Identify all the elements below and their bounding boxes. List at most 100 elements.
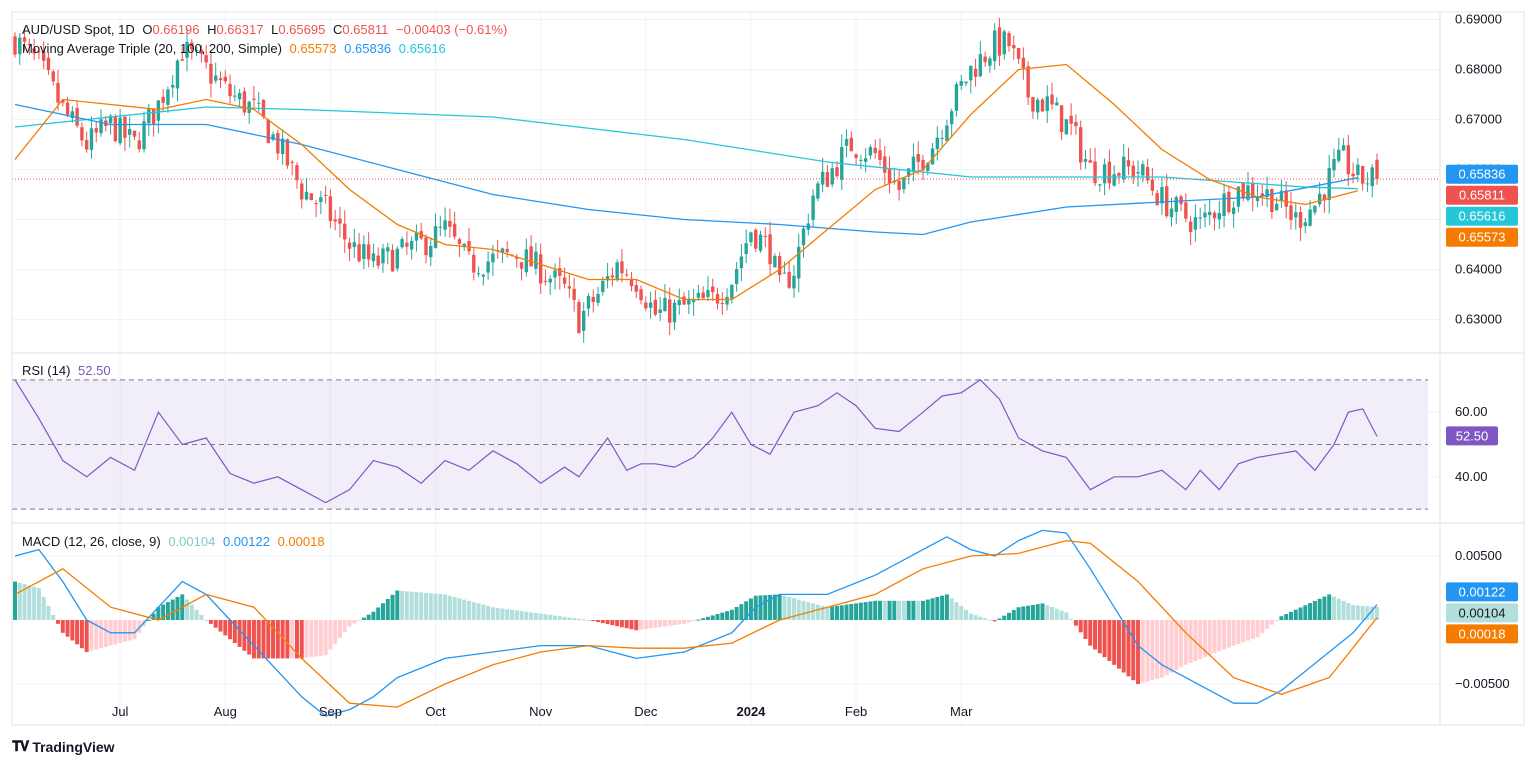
macd-histogram-bar [75, 620, 80, 645]
x-tick-label: Oct [425, 704, 446, 719]
macd-tag-label: 0.00104 [1459, 605, 1506, 620]
candle-body [75, 108, 79, 126]
macd-histogram-bar [443, 594, 448, 621]
candle-body [1174, 197, 1178, 212]
candle-body [171, 84, 175, 88]
x-tick-label: Aug [214, 704, 237, 719]
candle-body [376, 255, 380, 266]
macd-histogram-bar [682, 620, 687, 624]
macd-histogram-bar [653, 620, 658, 628]
macd-histogram-bar [1284, 614, 1289, 621]
macd-histogram-bar [992, 620, 997, 622]
candle-body [572, 288, 576, 301]
candle-body [988, 58, 992, 66]
change-value: −0.00403 (−0.61%) [396, 22, 508, 37]
macd-histogram-bar [782, 595, 787, 621]
candle-body [1079, 127, 1083, 163]
candle-body [161, 96, 165, 103]
macd-histogram-bar [949, 598, 954, 621]
macd-histogram-bar [1279, 616, 1284, 621]
rsi-pane [12, 379, 1428, 510]
macd-histogram-bar [1073, 620, 1078, 626]
macd-tag [1446, 582, 1518, 602]
macd-histogram-bar [285, 620, 290, 659]
candle-body [562, 277, 567, 284]
macd-histogram-bar [624, 620, 629, 629]
macd-histogram-bar [1179, 620, 1184, 668]
macd-histogram-bar [137, 620, 142, 633]
candle-body [605, 276, 610, 281]
candle-body [1327, 168, 1331, 201]
candle-body [543, 280, 548, 282]
macd-histogram-bar [237, 620, 242, 647]
candle-body [725, 296, 729, 305]
macd-histogram-bar [562, 616, 567, 621]
brand[interactable]: 𝐓𝐕 TradingView [12, 738, 115, 755]
candle-body [1346, 145, 1351, 175]
candle-body [400, 239, 404, 248]
candle-body [1289, 205, 1293, 220]
macd-histogram-bar [1183, 620, 1188, 665]
macd-histogram-bar [1212, 620, 1217, 654]
candle-body [883, 156, 887, 173]
macd-histogram-bar [576, 618, 581, 621]
macd-histogram-bar [572, 618, 577, 621]
macd-histogram-bar [199, 614, 204, 621]
candle-body [1012, 45, 1016, 49]
candle-body [1122, 156, 1126, 180]
candle-body [438, 226, 443, 228]
macd-histogram-bar [423, 592, 428, 621]
candle-body [596, 293, 600, 303]
candle-body [500, 248, 505, 253]
candle-body [429, 245, 433, 258]
macd-histogram-bar [127, 620, 132, 641]
macd-histogram-bar [261, 620, 266, 659]
candle-body [711, 286, 715, 293]
macd-histogram-bar [213, 620, 218, 628]
macd-histogram-bar [600, 620, 605, 624]
candle-body [820, 171, 825, 185]
candle-body [629, 278, 634, 287]
macd-histogram-bar [490, 607, 495, 621]
macd-histogram-bar [151, 613, 156, 621]
candle-body [534, 251, 538, 269]
macd-histogram-bar [94, 620, 99, 650]
macd-histogram-bar [964, 609, 969, 621]
candle-body [1198, 217, 1202, 219]
macd-histogram-bar [1336, 598, 1341, 621]
macd-histogram-bar [481, 604, 486, 621]
macd-histogram-bar [347, 620, 352, 627]
rsi-band-fill [12, 379, 1428, 510]
rsi-tag-label: 52.50 [1456, 428, 1489, 443]
macd-value: 0.00122 [222, 534, 270, 549]
macd-histogram-bar [185, 599, 190, 621]
candle-body [113, 116, 118, 142]
macd-histogram-bar [500, 608, 505, 621]
macd-histogram-bar [658, 620, 663, 628]
macd-histogram-bar [1045, 605, 1050, 621]
candle-body [1026, 66, 1030, 98]
candle-body [41, 50, 46, 61]
macd-histogram-bar [457, 598, 462, 621]
macd-histogram-bar [1226, 620, 1231, 648]
candle-body [983, 56, 987, 63]
candle-body [1031, 97, 1035, 112]
rsi-legend: RSI (14) 52.50 [22, 363, 115, 379]
candle-body [472, 254, 476, 273]
candle-body [1317, 193, 1322, 205]
candle-body [328, 196, 333, 222]
macd-histogram-bar [605, 620, 610, 625]
macd-histogram-bar [1207, 620, 1212, 656]
candle-body [247, 101, 251, 113]
macd-histogram-bar [877, 600, 882, 621]
macd-histogram-bar [758, 595, 763, 621]
candle-body [1155, 193, 1159, 206]
candle-body [476, 273, 481, 275]
macd-histogram-bar [304, 620, 309, 658]
macd-histogram-bar [1236, 620, 1241, 644]
macd-histogram-bar [639, 620, 644, 630]
axes [11, 11, 1525, 726]
candle-body [433, 226, 438, 248]
candle-body [1179, 196, 1183, 205]
